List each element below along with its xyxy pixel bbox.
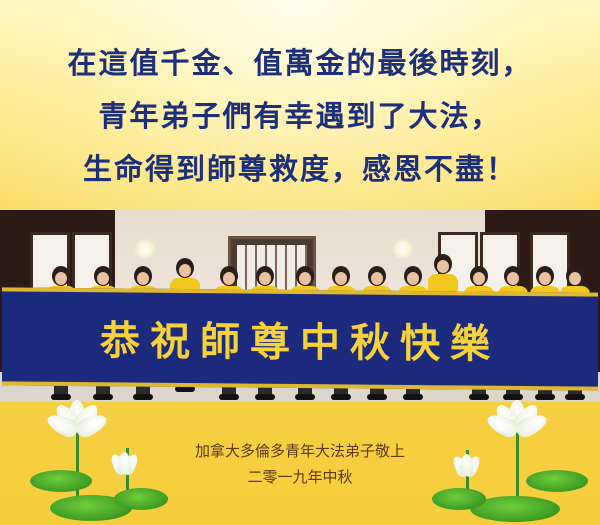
signature-line-1: 加拿大多倫多青年大法弟子敬上 bbox=[194, 442, 405, 460]
wall-lamp bbox=[134, 238, 156, 260]
wall-lamp bbox=[392, 238, 414, 260]
lotus-flower-icon bbox=[430, 400, 590, 525]
headline-line-2: 青年弟子們有幸遇到了大法， bbox=[98, 99, 502, 133]
lotus-flower-icon bbox=[30, 400, 170, 525]
banner-text: 恭祝師尊中秋快樂 bbox=[100, 317, 500, 368]
banner: 恭祝師尊中秋快樂 bbox=[2, 287, 598, 391]
group-photo: 恭祝師尊中秋快樂 bbox=[0, 210, 600, 402]
signature-line-2: 二零一九年中秋 bbox=[247, 468, 353, 486]
headline-line-3: 生命得到師尊救度，感恩不盡！ bbox=[82, 152, 517, 186]
headline-line-1: 在這值千金、值萬金的最後時刻， bbox=[67, 46, 533, 80]
